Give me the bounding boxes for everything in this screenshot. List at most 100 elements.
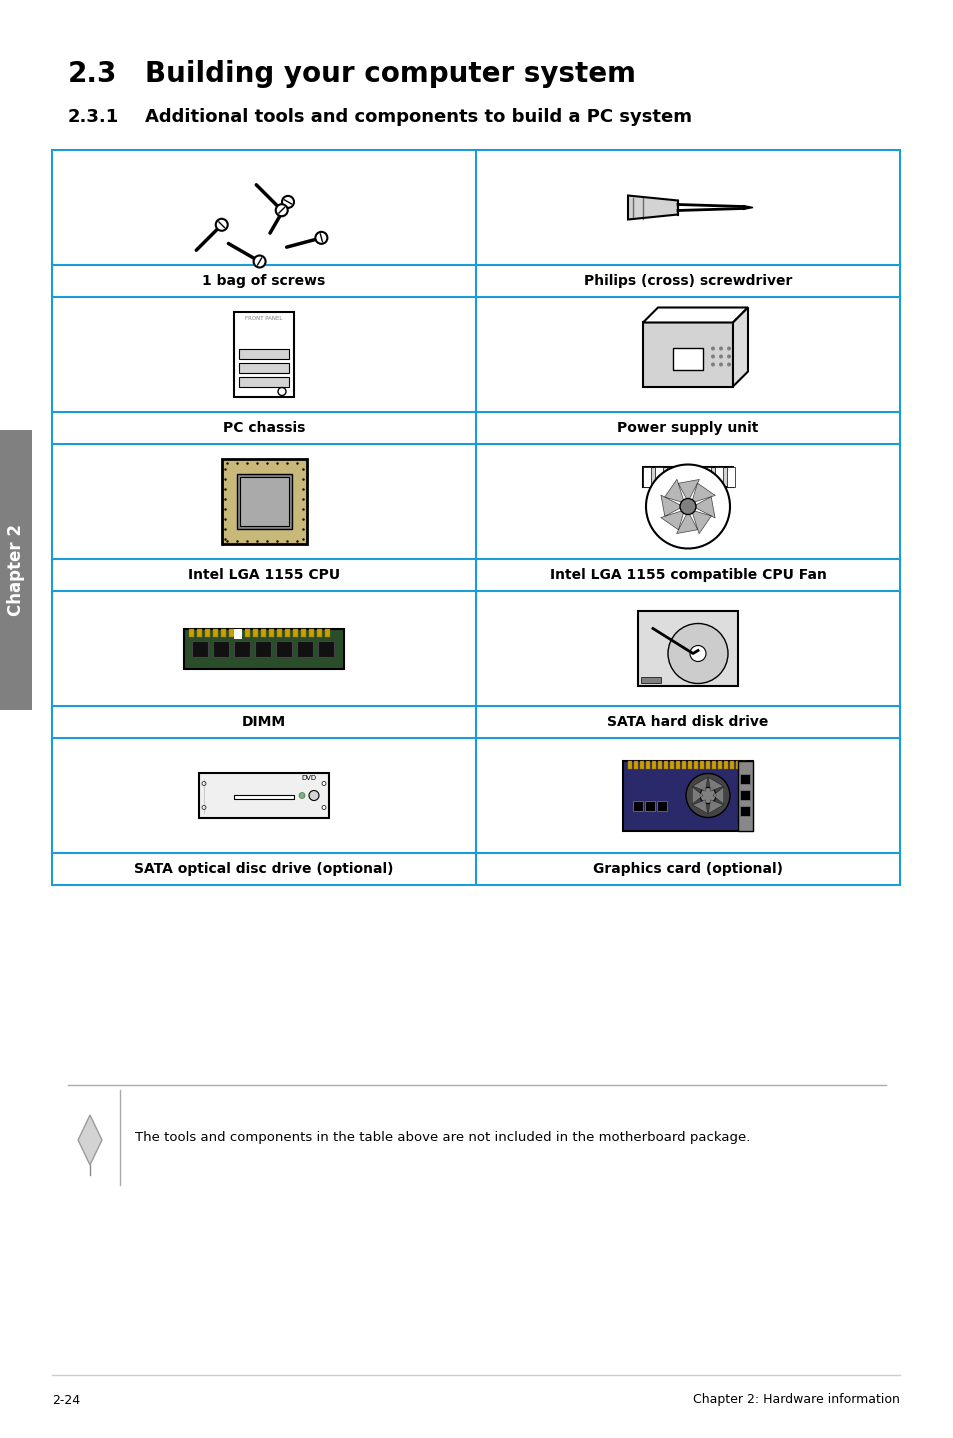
Bar (642, 466, 650, 486)
Bar (705, 761, 709, 768)
Bar (672, 348, 702, 370)
Text: 1 bag of screws: 1 bag of screws (202, 275, 325, 288)
Bar (213, 640, 229, 657)
Bar (718, 761, 721, 768)
Bar (651, 761, 656, 768)
Bar (657, 801, 666, 811)
Bar (221, 628, 226, 637)
Bar (239, 362, 289, 372)
Bar (702, 466, 710, 486)
Circle shape (726, 362, 730, 367)
Bar (239, 377, 289, 387)
Bar (233, 640, 250, 657)
Bar (740, 774, 749, 784)
Bar (658, 761, 661, 768)
Bar (240, 476, 289, 525)
Polygon shape (660, 495, 682, 516)
Circle shape (315, 232, 327, 244)
Bar (296, 640, 313, 657)
Circle shape (202, 805, 206, 810)
Polygon shape (78, 1114, 102, 1165)
Bar (711, 761, 716, 768)
Circle shape (667, 624, 727, 683)
Text: Intel LGA 1155 compatible CPU Fan: Intel LGA 1155 compatible CPU Fan (549, 568, 825, 582)
Bar (245, 628, 250, 637)
Bar (645, 761, 649, 768)
Polygon shape (692, 496, 715, 518)
Circle shape (710, 347, 714, 351)
Polygon shape (692, 778, 707, 791)
Bar (229, 628, 233, 637)
Bar (236, 473, 292, 529)
Bar (666, 466, 675, 486)
Bar (655, 466, 662, 486)
Bar (325, 628, 330, 637)
Bar (317, 640, 334, 657)
Text: Additional tools and components to build a PC system: Additional tools and components to build… (145, 108, 691, 127)
Polygon shape (627, 196, 678, 220)
Polygon shape (676, 512, 697, 533)
Polygon shape (712, 787, 723, 804)
Text: The tools and components in the table above are not included in the motherboard : The tools and components in the table ab… (135, 1130, 750, 1143)
Bar (681, 761, 685, 768)
Bar (253, 628, 257, 637)
Bar (189, 628, 193, 637)
Text: 2.3: 2.3 (68, 60, 117, 88)
Circle shape (215, 219, 228, 230)
Circle shape (322, 805, 326, 810)
Text: SATA hard disk drive: SATA hard disk drive (607, 715, 768, 729)
Text: Philips (cross) screwdriver: Philips (cross) screwdriver (583, 275, 791, 288)
Circle shape (710, 355, 714, 358)
Text: Graphics card (optional): Graphics card (optional) (593, 861, 782, 876)
Bar (233, 628, 242, 638)
Circle shape (726, 347, 730, 351)
Bar (735, 761, 740, 768)
Circle shape (679, 499, 696, 515)
Bar (741, 761, 745, 768)
Polygon shape (678, 479, 699, 502)
Circle shape (710, 362, 714, 367)
Polygon shape (692, 800, 707, 814)
Bar (205, 628, 210, 637)
Bar (269, 628, 274, 637)
Bar (261, 628, 266, 637)
Text: PC chassis: PC chassis (223, 421, 305, 436)
Bar (663, 761, 667, 768)
Bar (679, 466, 686, 486)
Circle shape (298, 792, 305, 798)
Bar (642, 322, 732, 387)
Text: Power supply unit: Power supply unit (617, 421, 758, 436)
Bar (233, 795, 294, 798)
Bar (723, 761, 727, 768)
Bar (254, 640, 271, 657)
Bar (233, 312, 294, 397)
Bar (687, 761, 691, 768)
Polygon shape (691, 510, 711, 533)
Circle shape (253, 256, 265, 267)
Bar (239, 348, 289, 358)
Text: Chapter 2: Hardware information: Chapter 2: Hardware information (693, 1393, 899, 1406)
Polygon shape (742, 206, 752, 210)
Bar (740, 789, 749, 800)
Bar (285, 628, 290, 637)
Circle shape (719, 347, 722, 351)
Bar (627, 761, 631, 768)
Bar (669, 761, 673, 768)
Bar (638, 611, 738, 686)
Bar (633, 801, 642, 811)
Bar (726, 466, 734, 486)
Bar (316, 628, 322, 637)
Bar (640, 676, 660, 683)
Bar (693, 761, 698, 768)
Polygon shape (664, 479, 683, 503)
Text: 2.3.1: 2.3.1 (68, 108, 119, 127)
Bar (236, 628, 242, 637)
Polygon shape (660, 510, 683, 529)
Bar (676, 761, 679, 768)
Text: Building your computer system: Building your computer system (145, 60, 636, 88)
Bar (0, 430, 32, 710)
Bar (199, 772, 329, 817)
Circle shape (275, 204, 288, 216)
Bar (184, 628, 344, 669)
Text: Intel LGA 1155 CPU: Intel LGA 1155 CPU (188, 568, 339, 582)
